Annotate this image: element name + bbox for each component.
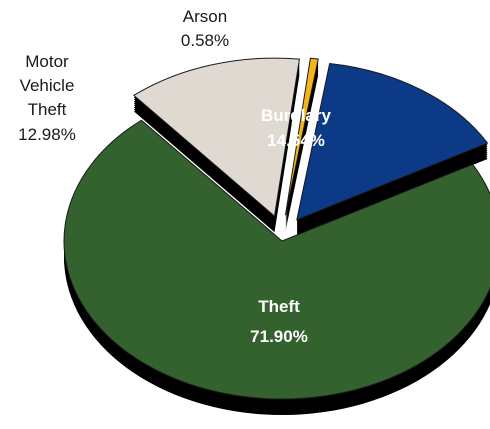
slice-depth-arson <box>285 68 319 226</box>
slice-depth-arson <box>285 66 319 224</box>
slice-depth-arson <box>285 70 319 228</box>
slice-value-arson: 0.58% <box>181 31 229 50</box>
slice-value-burglary: 14.54% <box>267 131 325 150</box>
slice-arson <box>284 57 319 216</box>
slice-value-theft: 71.90% <box>250 327 308 346</box>
slice-depth-arson <box>285 64 319 222</box>
slice-label-mvt-line3: Theft <box>28 100 67 119</box>
slice-value-mvt: 12.98% <box>18 125 76 144</box>
pie-labels: Theft 71.90% Burglary 14.54% Arson 0.58%… <box>18 7 331 346</box>
slice-depth-arson <box>285 72 319 230</box>
slice-burglary <box>296 62 489 221</box>
slice-label-mvt-line1: Motor <box>25 52 69 71</box>
slice-label-mvt-line2: Vehicle <box>20 76 75 95</box>
slice-depth-arson <box>285 62 319 220</box>
slice-theft <box>63 119 490 400</box>
slice-motor-vehicle-theft <box>133 57 300 218</box>
slice-label-burglary: Burglary <box>261 106 331 125</box>
slice-label-theft: Theft <box>258 297 300 316</box>
slice-label-arson: Arson <box>183 7 227 26</box>
pie-top-layer <box>63 57 490 400</box>
slice-depth-arson <box>285 74 319 232</box>
